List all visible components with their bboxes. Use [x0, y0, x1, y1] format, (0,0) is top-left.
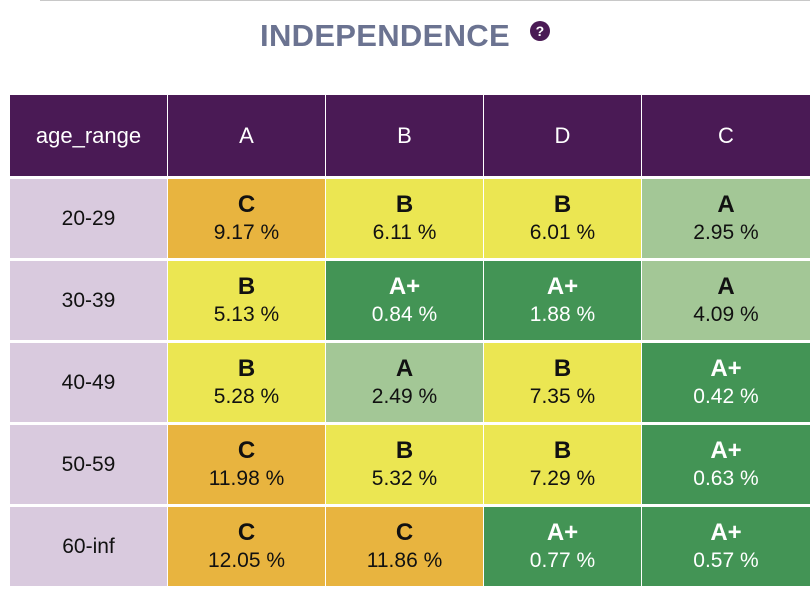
- grade-value: 11.98 %: [208, 467, 285, 490]
- grade-value: 7.35 %: [529, 385, 596, 408]
- grade-label: C: [395, 519, 414, 546]
- title-row: INDEPENDENCE ?: [0, 14, 810, 58]
- grade-cell: B 7.29 %: [484, 425, 642, 507]
- grade-label: C: [237, 437, 256, 464]
- grade-label: B: [237, 355, 256, 382]
- grade-label: B: [237, 273, 256, 300]
- grade-value: 2.95 %: [693, 221, 759, 244]
- grade-cell: A 2.95 %: [642, 179, 810, 261]
- row-label: 60-inf: [10, 507, 168, 589]
- column-header-a: A: [168, 95, 326, 176]
- grade-label: A+: [710, 519, 742, 546]
- grade-cell: C 12.05 %: [168, 507, 326, 589]
- grade-cell: B 7.35 %: [484, 343, 642, 425]
- grade-cell: A+ 0.84 %: [326, 261, 484, 343]
- grade-value: 6.11 %: [372, 221, 437, 244]
- page-title: INDEPENDENCE: [260, 18, 510, 53]
- grade-value: 11.86 %: [366, 549, 443, 572]
- grade-cell: A+ 0.77 %: [484, 507, 642, 589]
- grade-cell: B 5.32 %: [326, 425, 484, 507]
- table-row: 50-59 C 11.98 % B 5.32 % B 7.29 % A+ 0.6…: [10, 425, 810, 507]
- grade-cell: A+ 1.88 %: [484, 261, 642, 343]
- grade-label: C: [237, 191, 256, 218]
- grade-cell: B 5.28 %: [168, 343, 326, 425]
- grade-table: age_range A B D C 20-29 C 9.17 % B 6.11 …: [10, 95, 810, 589]
- row-label: 20-29: [10, 179, 168, 261]
- grade-cell: C 11.98 %: [168, 425, 326, 507]
- grade-cell: C 11.86 %: [326, 507, 484, 589]
- grade-label: A: [717, 191, 735, 218]
- grade-value: 0.57 %: [693, 549, 759, 572]
- grade-value: 12.05 %: [207, 549, 286, 572]
- grade-cell: A+ 0.63 %: [642, 425, 810, 507]
- grade-label: B: [553, 355, 572, 382]
- table-row: 60-inf C 12.05 % C 11.86 % A+ 0.77 % A+ …: [10, 507, 810, 589]
- table-row: 40-49 B 5.28 % A 2.49 % B 7.35 % A+ 0.42…: [10, 343, 810, 425]
- grade-value: 5.13 %: [213, 303, 280, 326]
- row-label: 50-59: [10, 425, 168, 507]
- grade-label: B: [395, 437, 414, 464]
- grade-cell: C 9.17 %: [168, 179, 326, 261]
- column-header-b: B: [326, 95, 484, 176]
- grade-value: 0.63 %: [693, 467, 759, 490]
- grade-label: B: [553, 437, 572, 464]
- grade-label: A+: [710, 355, 742, 382]
- grade-cell: B 6.11 %: [326, 179, 484, 261]
- grade-value: 9.17 %: [213, 221, 280, 244]
- grade-label: B: [553, 191, 572, 218]
- grade-value: 0.84 %: [371, 303, 438, 326]
- grade-label: A: [395, 355, 414, 382]
- grade-label: A+: [546, 519, 579, 546]
- top-divider: [40, 0, 810, 1]
- grade-value: 0.42 %: [693, 385, 759, 408]
- grade-value: 5.32 %: [371, 467, 438, 490]
- table-header-row: age_range A B D C: [10, 95, 810, 176]
- grade-value: 7.29 %: [529, 467, 596, 490]
- grade-cell: A+ 0.42 %: [642, 343, 810, 425]
- grade-cell: A 2.49 %: [326, 343, 484, 425]
- grade-value: 2.49 %: [371, 385, 438, 408]
- grade-label: B: [395, 191, 414, 218]
- row-label: 40-49: [10, 343, 168, 425]
- column-header-d: D: [484, 95, 642, 176]
- grade-label: A: [717, 273, 735, 300]
- grade-value: 5.28 %: [213, 385, 280, 408]
- row-label: 30-39: [10, 261, 168, 343]
- grade-cell: B 5.13 %: [168, 261, 326, 343]
- grade-label: C: [237, 519, 256, 546]
- grade-label: A+: [388, 273, 421, 300]
- question-circle-icon[interactable]: ?: [529, 21, 550, 41]
- grade-cell: A+ 0.57 %: [642, 507, 810, 589]
- grade-label: A+: [710, 437, 742, 464]
- grade-label: A+: [546, 273, 579, 300]
- grade-value: 0.77 %: [529, 549, 596, 572]
- grade-cell: A 4.09 %: [642, 261, 810, 343]
- grade-value: 6.01 %: [529, 221, 596, 244]
- grade-cell: B 6.01 %: [484, 179, 642, 261]
- table-row: 20-29 C 9.17 % B 6.11 % B 6.01 % A 2.95 …: [10, 179, 810, 261]
- grade-value: 4.09 %: [693, 303, 759, 326]
- grade-value: 1.88 %: [529, 303, 596, 326]
- row-header-cell: age_range: [10, 95, 168, 176]
- column-header-c: C: [642, 95, 810, 176]
- table-row: 30-39 B 5.13 % A+ 0.84 % A+ 1.88 % A 4.0…: [10, 261, 810, 343]
